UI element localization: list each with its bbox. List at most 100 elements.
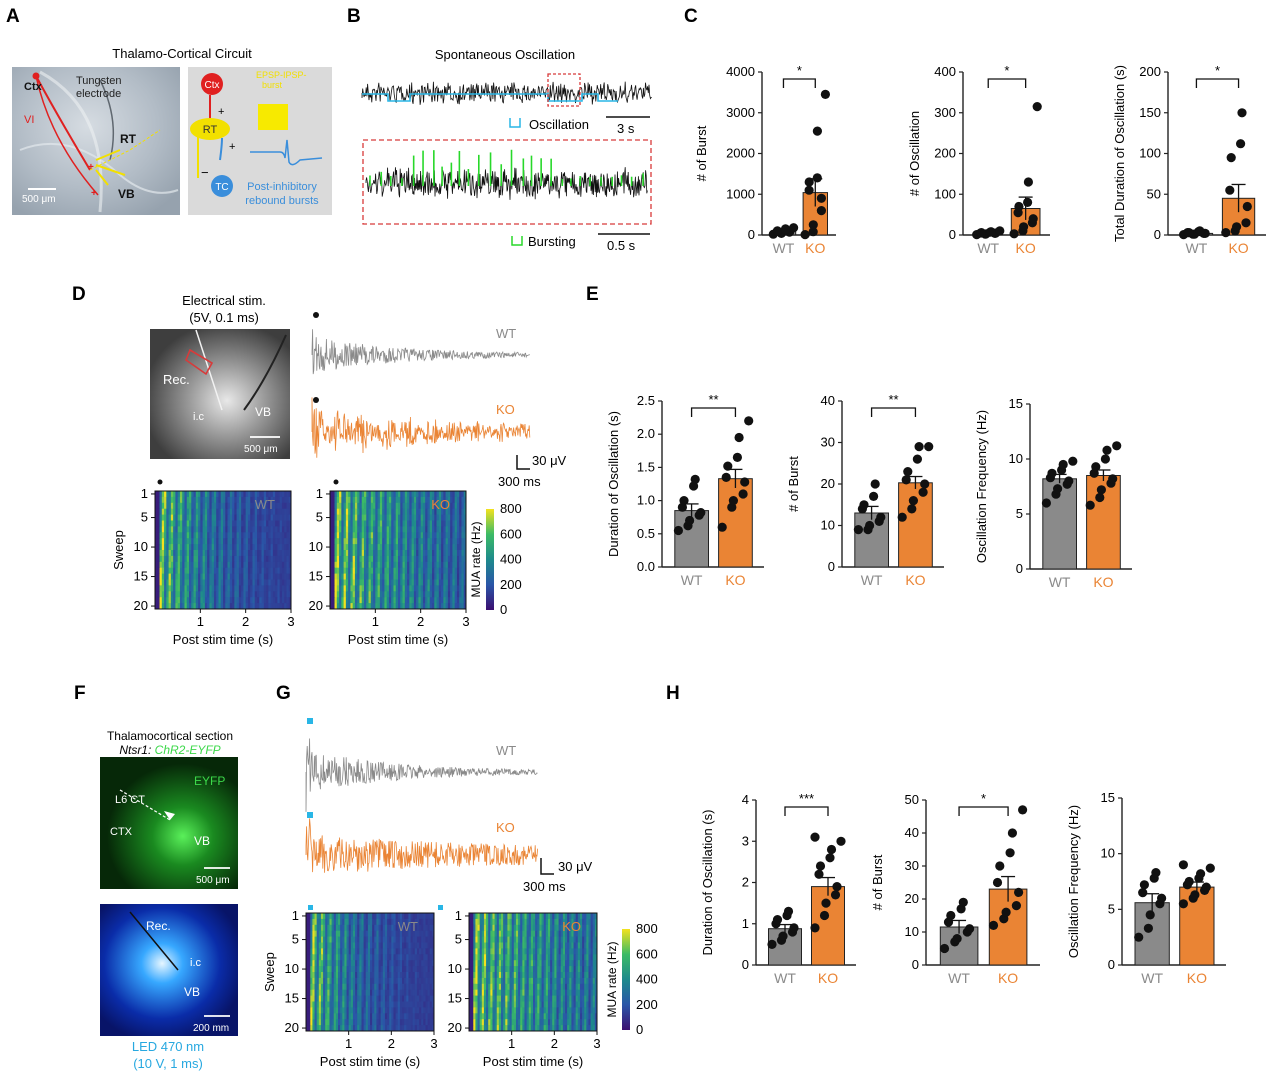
data-point <box>914 442 924 452</box>
colorbar-tick: 200 <box>636 997 658 1012</box>
data-point <box>812 126 823 136</box>
label-rt: RT <box>120 132 137 146</box>
x-category-label: WT <box>1186 240 1208 256</box>
sweep-tick-label: 15 <box>134 569 148 584</box>
oscillation-legend-label: Oscillation <box>529 117 589 132</box>
colorbar-tick: 800 <box>636 921 658 936</box>
y-axis-label: # of Burst <box>786 456 801 512</box>
data-point <box>1139 880 1149 890</box>
svg-text:300 ms: 300 ms <box>523 879 566 894</box>
epsp-box <box>258 104 288 130</box>
data-point <box>821 898 831 908</box>
data-point <box>995 226 1005 236</box>
y-tick-label: 1 <box>742 916 749 931</box>
panel-letter-f: F <box>74 683 86 704</box>
eyfp-image <box>100 757 238 889</box>
panel-letter-h: H <box>666 683 680 704</box>
panel-letter-a: A <box>6 6 20 27</box>
y-tick-label: 0 <box>912 957 919 972</box>
data-point <box>1178 899 1188 909</box>
data-point <box>1023 197 1033 207</box>
time-tick-label: 3 <box>462 614 469 629</box>
data-point <box>1157 893 1167 903</box>
svg-text:TC: TC <box>215 182 228 193</box>
time-tick-label: 1 <box>345 1036 352 1051</box>
heatmap-group-label: KO <box>431 497 450 512</box>
svg-text:WT: WT <box>496 743 516 758</box>
label-ctx: Ctx <box>24 81 43 93</box>
data-point <box>780 224 791 234</box>
data-point <box>1237 108 1247 118</box>
data-point <box>772 226 783 236</box>
data-point <box>783 906 794 917</box>
colorbar-g: 800 600 400 200 0 MUA rate (Hz) <box>605 921 658 1037</box>
colorbar-tick: 600 <box>500 526 522 541</box>
data-point <box>965 924 975 934</box>
svg-text:+: + <box>218 106 224 118</box>
data-point <box>1014 887 1024 898</box>
data-point <box>816 193 827 203</box>
oscillation-legend-icon <box>509 118 521 128</box>
panel-letter-e: E <box>586 284 599 305</box>
svg-text:EYFP: EYFP <box>194 774 225 788</box>
data-point <box>853 525 864 535</box>
svg-text:Rec.: Rec. <box>163 372 190 387</box>
significance-bracket <box>690 407 737 417</box>
colorbar-tick: 200 <box>500 577 522 592</box>
oscillation-marker <box>362 93 618 102</box>
rec-pipette <box>129 911 179 971</box>
sweep-tick-label: 15 <box>309 569 323 584</box>
data-point <box>1196 869 1206 879</box>
y-tick-label: 5 <box>1016 506 1023 521</box>
x-category-label: KO <box>818 970 838 986</box>
data-point <box>808 220 818 230</box>
data-point <box>995 861 1005 871</box>
data-point <box>744 416 754 426</box>
data-point <box>732 452 743 462</box>
significance-bracket <box>870 407 917 417</box>
data-point <box>1095 492 1105 503</box>
data-point <box>1028 214 1038 224</box>
data-point <box>1018 805 1028 815</box>
y-tick-label: 0 <box>828 559 835 574</box>
y-axis-label: Duration of Oscillation (s) <box>606 411 621 557</box>
data-point <box>728 496 739 506</box>
time-tick-label: 3 <box>287 614 294 629</box>
data-point <box>901 475 911 485</box>
sweep-tick-label: 5 <box>455 932 462 947</box>
svg-text:(10 V, 1 ms): (10 V, 1 ms) <box>133 1056 203 1071</box>
svg-text:−: − <box>201 165 209 180</box>
svg-text:+: + <box>91 188 97 199</box>
x-category-label: KO <box>1093 574 1113 590</box>
time-tick-label: 1 <box>197 614 204 629</box>
data-point <box>920 479 930 489</box>
data-point <box>1221 228 1231 238</box>
sweep-tick-label: 5 <box>292 932 299 947</box>
data-point <box>820 89 831 99</box>
data-point <box>767 939 777 950</box>
time-tick-label: 2 <box>551 1036 558 1051</box>
bar-ko <box>898 482 933 568</box>
data-point <box>1009 229 1019 239</box>
data-point <box>800 230 810 240</box>
data-point <box>1085 500 1095 510</box>
tc-node <box>211 175 233 197</box>
data-point <box>946 910 956 921</box>
data-point <box>859 500 869 510</box>
rebound-label: Post-inhibitory rebound bursts <box>245 181 319 207</box>
data-point <box>830 890 841 900</box>
led-image <box>100 904 238 1036</box>
data-point <box>808 227 818 237</box>
data-point <box>815 861 826 871</box>
scale-label-b-top: 3 s <box>617 121 635 136</box>
wt-light-evoked-trace <box>305 738 538 812</box>
x-category-label: KO <box>1016 240 1036 256</box>
panel-f: Thalamocortical section Ntsr1: ChR2-EYFP… <box>100 729 238 1071</box>
panel-letter-g: G <box>276 683 291 704</box>
svg-text:RT: RT <box>203 124 218 136</box>
data-point <box>952 934 962 944</box>
sweep-tick-label: 10 <box>285 961 299 976</box>
svg-text:500 μm: 500 μm <box>196 875 230 886</box>
